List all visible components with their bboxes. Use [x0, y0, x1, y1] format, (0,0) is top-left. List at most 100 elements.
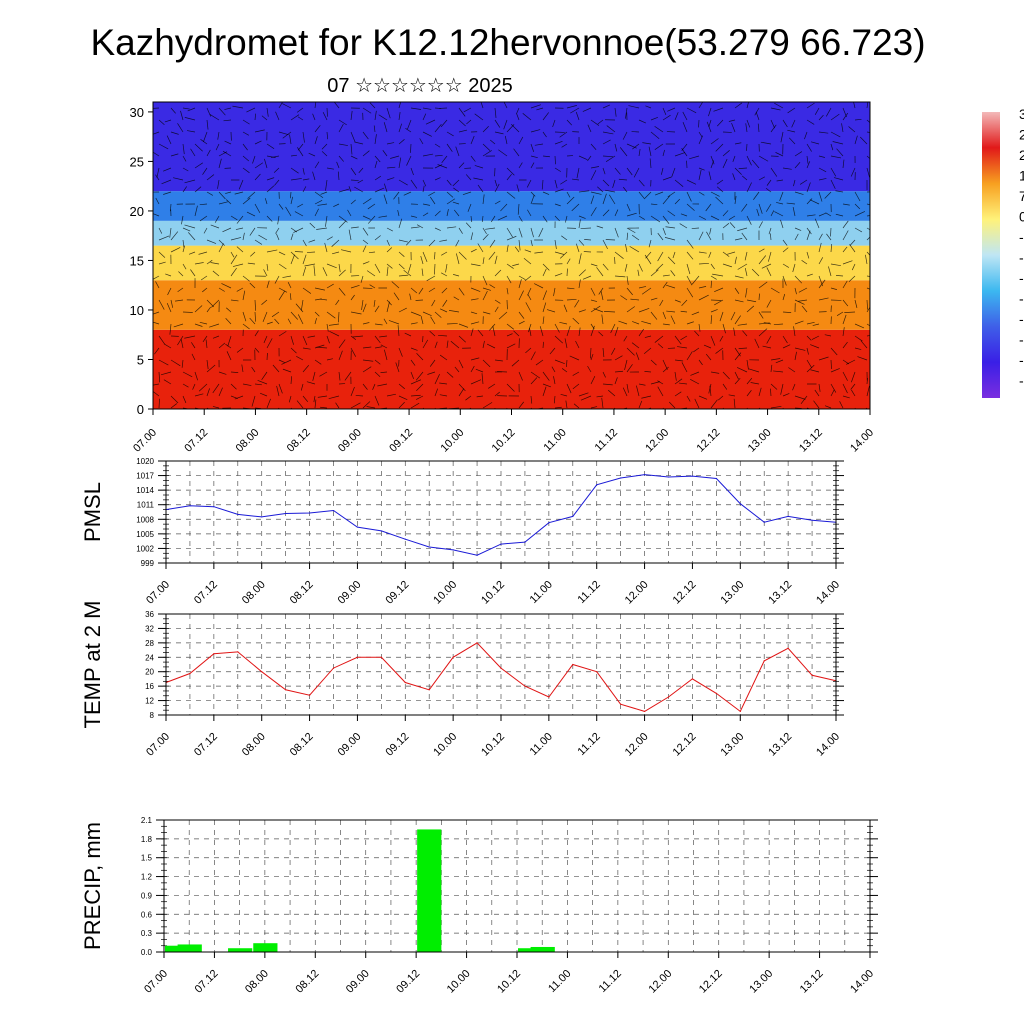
- wind-barb: [442, 299, 448, 307]
- x-tick-label: 10.00: [431, 731, 459, 759]
- wind-barb: [374, 110, 377, 121]
- wind-barb: [662, 359, 668, 370]
- data-point: [380, 656, 382, 658]
- wind-barb: [793, 179, 796, 187]
- wind-barb: [194, 186, 202, 193]
- wind-barb: [386, 227, 393, 232]
- wind-barb: [321, 143, 328, 150]
- wind-barb: [850, 167, 856, 177]
- precip-bar: [253, 943, 278, 952]
- wind-barb: [446, 191, 454, 198]
- wind-barb: [153, 107, 160, 109]
- wind-barb: [482, 227, 487, 235]
- wind-barb: [434, 373, 440, 385]
- wind-barb: [626, 275, 629, 285]
- wind-barb: [242, 155, 250, 162]
- wind-barb: [306, 251, 316, 253]
- wind-barb: [278, 102, 283, 109]
- wind-barb: [362, 150, 370, 157]
- wind-barb: [645, 105, 652, 109]
- wind-barb: [794, 233, 799, 241]
- wind-barb: [338, 339, 346, 349]
- wind-barb: [326, 263, 337, 269]
- wind-barb: [686, 275, 693, 286]
- wind-barb: [694, 330, 700, 337]
- wind-barb: [480, 102, 484, 109]
- wind-barb: [765, 187, 772, 193]
- wind-barb: [527, 287, 532, 296]
- wind-barb: [278, 290, 286, 301]
- wind-barb: [360, 275, 364, 283]
- wind-barb: [398, 307, 407, 313]
- wind-barb: [393, 191, 400, 200]
- wind-barb: [542, 302, 547, 313]
- wind-barb: [758, 255, 767, 265]
- wind-barb: [842, 395, 850, 399]
- wind-barb: [826, 233, 832, 241]
- wind-barb: [506, 244, 509, 253]
- wind-barb: [841, 123, 844, 133]
- wind-barb: [670, 315, 676, 325]
- wind-barb: [574, 299, 580, 308]
- wind-barb: [242, 119, 250, 125]
- wind-barb: [806, 230, 811, 241]
- wind-barb: [566, 359, 568, 367]
- wind-barb: [698, 169, 702, 181]
- wind-barb: [338, 263, 341, 273]
- wind-barb: [236, 215, 244, 224]
- y-tick-label: 30: [130, 105, 144, 120]
- wind-barb: [506, 333, 513, 337]
- wind-barb: [854, 191, 861, 202]
- wind-barb: [497, 215, 508, 221]
- x-tick-label: 12.12: [695, 427, 723, 455]
- wind-barb: [830, 167, 837, 177]
- wind-barb: [178, 271, 184, 277]
- wind-barb: [362, 215, 371, 220]
- wind-barb: [602, 371, 606, 378]
- wind-barb: [649, 158, 652, 169]
- wind-barb: [403, 191, 412, 196]
- wind-barb: [202, 287, 208, 293]
- wind-barb: [278, 331, 287, 337]
- x-tick-label: 09.12: [383, 731, 411, 759]
- wind-barb: [590, 287, 596, 296]
- wind-barb: [806, 119, 815, 125]
- wind-barb: [530, 351, 536, 361]
- wind-barb: [489, 239, 496, 248]
- wind-barb: [849, 239, 856, 246]
- wind-barb: [865, 254, 868, 265]
- y-tick-label: 20: [145, 668, 154, 677]
- wind-barb: [554, 155, 556, 165]
- x-tick-label: 07.12: [182, 427, 210, 455]
- wind-barb: [452, 201, 460, 205]
- data-point: [715, 692, 717, 694]
- wind-barb: [373, 299, 376, 307]
- wind-barb: [434, 164, 443, 169]
- wind-barb: [638, 215, 645, 220]
- x-tick-label: 08.12: [288, 731, 316, 759]
- wind-barb: [494, 391, 500, 397]
- wind-barb: [506, 227, 513, 238]
- wind-barb: [551, 366, 556, 373]
- wind-barb: [667, 210, 676, 217]
- wind-barb: [494, 183, 500, 193]
- wind-barb: [314, 317, 317, 325]
- wind-barb: [210, 262, 220, 265]
- y-tick-label: 1.5: [141, 854, 153, 863]
- wind-barb: [667, 191, 676, 198]
- wind-barb: [851, 263, 856, 271]
- wind-barb: [530, 194, 535, 205]
- wind-barb: [386, 107, 391, 119]
- wind-barb: [439, 382, 448, 385]
- wind-barb: [782, 344, 791, 349]
- wind-barb: [362, 239, 369, 245]
- wind-barb: [512, 263, 520, 267]
- wind-barb: [694, 398, 700, 409]
- wind-barb: [153, 213, 160, 217]
- wind-barb: [590, 375, 596, 385]
- wind-barb: [610, 323, 616, 334]
- wind-barb: [662, 323, 670, 326]
- wind-barb: [631, 342, 640, 349]
- wind-barb: [261, 299, 268, 305]
- wind-barb: [818, 279, 826, 289]
